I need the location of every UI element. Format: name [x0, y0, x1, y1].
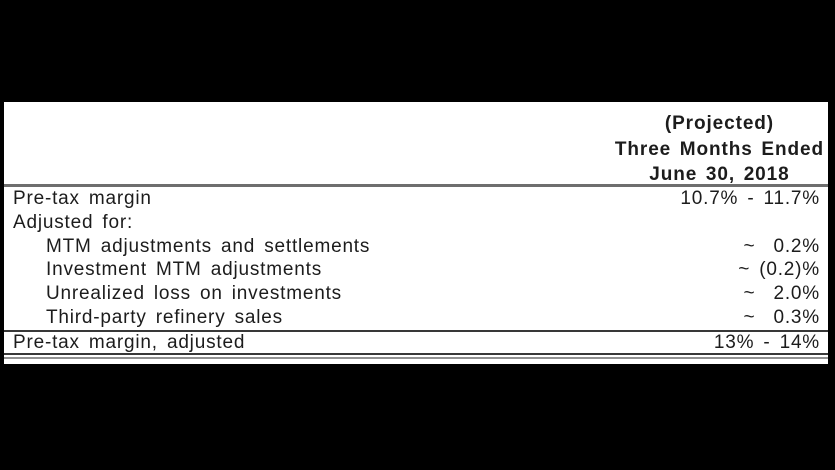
- row-label: Pre-tax margin: [13, 188, 152, 209]
- table-header: (Projected) Three Months Ended June 30, …: [615, 111, 824, 188]
- header-date-label: June 30, 2018: [649, 164, 790, 185]
- financial-table-slide: (Projected) Three Months Ended June 30, …: [4, 102, 828, 364]
- table-total-separator-rule: [4, 329, 828, 332]
- table-row-adjusted-for: Adjusted for:: [4, 211, 828, 235]
- row-value: ~ 0.3%: [743, 306, 820, 328]
- row-label: Investment MTM adjustments: [46, 259, 322, 281]
- table-row-mtm-adjustments: MTM adjustments and settlements ~ 0.2%: [4, 235, 828, 259]
- row-label: Third-party refinery sales: [46, 306, 283, 328]
- table-row-pretax-margin-adjusted: Pre-tax margin, adjusted 13% - 14%: [4, 332, 828, 353]
- header-projected-label: (Projected): [664, 113, 775, 134]
- row-label: Unrealized loss on investments: [46, 283, 342, 305]
- table-row-unrealized-loss: Unrealized loss on investments ~ 2.0%: [4, 282, 828, 306]
- table-row-investment-mtm: Investment MTM adjustments ~ (0.2)%: [4, 258, 828, 282]
- row-label: Adjusted for:: [13, 211, 134, 233]
- row-value: ~ 0.2%: [743, 235, 820, 257]
- header-period-label: Three Months Ended: [614, 138, 824, 160]
- row-label: Pre-tax margin, adjusted: [13, 331, 246, 353]
- row-value: ~ (0.2)%: [738, 259, 820, 281]
- table-body: Pre-tax margin 10.7% - 11.7% Adjusted fo…: [4, 187, 828, 359]
- table-bottom-double-rule: [4, 352, 828, 359]
- row-value: ~ 2.0%: [743, 283, 820, 305]
- row-label: MTM adjustments and settlements: [46, 235, 371, 257]
- row-value: 13% - 14%: [713, 331, 820, 353]
- table-row-pretax-margin: Pre-tax margin 10.7% - 11.7%: [4, 187, 828, 211]
- table-top-rule: [4, 184, 828, 187]
- row-value: 10.7% - 11.7%: [680, 188, 820, 209]
- table-row-third-party-refinery: Third-party refinery sales ~ 0.3%: [4, 306, 828, 330]
